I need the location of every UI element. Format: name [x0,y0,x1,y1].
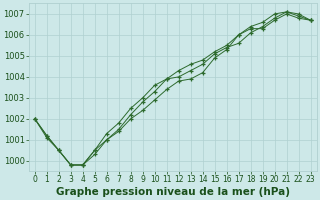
X-axis label: Graphe pression niveau de la mer (hPa): Graphe pression niveau de la mer (hPa) [56,187,290,197]
